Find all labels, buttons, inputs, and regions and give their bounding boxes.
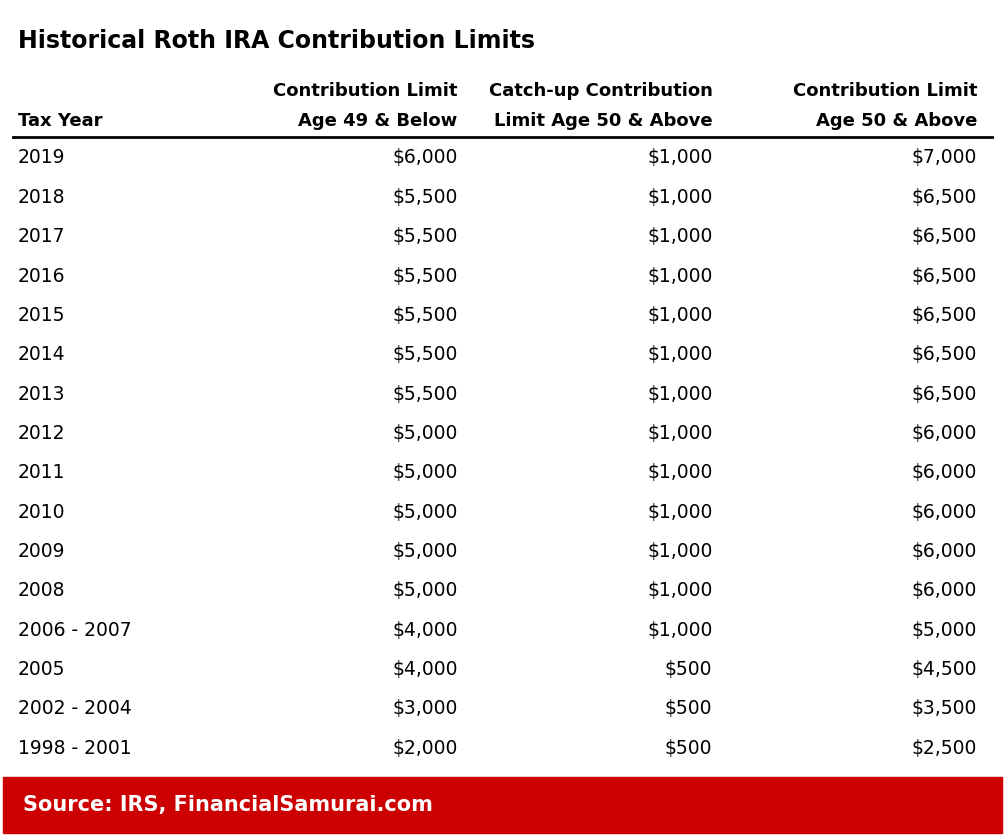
Text: $500: $500: [665, 699, 713, 718]
Text: $6,500: $6,500: [912, 385, 977, 404]
Text: $1,000: $1,000: [647, 306, 713, 325]
Text: $7,000: $7,000: [912, 149, 977, 167]
Text: $6,500: $6,500: [912, 306, 977, 325]
Text: $5,500: $5,500: [392, 188, 457, 206]
Text: $2,500: $2,500: [912, 739, 977, 757]
Text: $6,500: $6,500: [912, 345, 977, 364]
Text: 2010: 2010: [18, 502, 65, 522]
Text: 2005: 2005: [18, 660, 65, 679]
Text: $500: $500: [665, 739, 713, 757]
Text: $5,000: $5,000: [392, 463, 457, 482]
Text: $5,500: $5,500: [392, 267, 457, 286]
Text: $5,000: $5,000: [392, 502, 457, 522]
Text: $5,000: $5,000: [392, 424, 457, 443]
Text: 2002 - 2004: 2002 - 2004: [18, 699, 132, 718]
Text: $5,500: $5,500: [392, 227, 457, 246]
Text: $6,000: $6,000: [912, 424, 977, 443]
Text: $5,500: $5,500: [392, 345, 457, 364]
Text: $1,000: $1,000: [647, 267, 713, 286]
Text: Tax Year: Tax Year: [18, 112, 103, 130]
Text: $5,500: $5,500: [392, 306, 457, 325]
Text: 2008: 2008: [18, 581, 65, 600]
Text: Historical Roth IRA Contribution Limits: Historical Roth IRA Contribution Limits: [18, 29, 535, 54]
Bar: [3, 777, 1002, 833]
Text: 1998 - 2001: 1998 - 2001: [18, 739, 132, 757]
Text: 2011: 2011: [18, 463, 65, 482]
Text: $1,000: $1,000: [647, 620, 713, 640]
Text: $4,500: $4,500: [912, 660, 977, 679]
Text: $5,000: $5,000: [912, 620, 977, 640]
Text: $1,000: $1,000: [647, 424, 713, 443]
Text: $1,000: $1,000: [647, 385, 713, 404]
Text: $6,000: $6,000: [912, 542, 977, 561]
Text: Contribution Limit: Contribution Limit: [793, 82, 977, 99]
Text: Limit Age 50 & Above: Limit Age 50 & Above: [493, 112, 713, 130]
Text: $4,000: $4,000: [392, 660, 457, 679]
Text: $1,000: $1,000: [647, 227, 713, 246]
Text: $1,000: $1,000: [647, 502, 713, 522]
Text: $6,000: $6,000: [912, 463, 977, 482]
Text: 2006 - 2007: 2006 - 2007: [18, 620, 132, 640]
Text: $3,500: $3,500: [912, 699, 977, 718]
Text: $6,000: $6,000: [912, 581, 977, 600]
Text: $6,500: $6,500: [912, 267, 977, 286]
Text: $1,000: $1,000: [647, 463, 713, 482]
Text: $5,000: $5,000: [392, 542, 457, 561]
Text: $5,500: $5,500: [392, 385, 457, 404]
Text: 2015: 2015: [18, 306, 65, 325]
Text: 2017: 2017: [18, 227, 65, 246]
Text: $1,000: $1,000: [647, 149, 713, 167]
Text: $6,000: $6,000: [912, 502, 977, 522]
Text: 2016: 2016: [18, 267, 65, 286]
Text: $500: $500: [665, 660, 713, 679]
Text: 2009: 2009: [18, 542, 65, 561]
Text: 2012: 2012: [18, 424, 65, 443]
Text: $5,000: $5,000: [392, 581, 457, 600]
Text: Age 50 & Above: Age 50 & Above: [816, 112, 977, 130]
Text: $1,000: $1,000: [647, 345, 713, 364]
Text: $2,000: $2,000: [392, 739, 457, 757]
Text: $6,000: $6,000: [392, 149, 457, 167]
Text: Catch-up Contribution: Catch-up Contribution: [488, 82, 713, 99]
Text: 2014: 2014: [18, 345, 65, 364]
Text: $6,500: $6,500: [912, 188, 977, 206]
Text: $1,000: $1,000: [647, 581, 713, 600]
Text: Contribution Limit: Contribution Limit: [273, 82, 457, 99]
Text: 2013: 2013: [18, 385, 65, 404]
Text: $4,000: $4,000: [392, 620, 457, 640]
Text: 2019: 2019: [18, 149, 65, 167]
Text: Age 49 & Below: Age 49 & Below: [298, 112, 457, 130]
Text: $3,000: $3,000: [392, 699, 457, 718]
Text: $6,500: $6,500: [912, 227, 977, 246]
Text: $1,000: $1,000: [647, 188, 713, 206]
Text: 2018: 2018: [18, 188, 65, 206]
Text: Source: IRS, FinancialSamurai.com: Source: IRS, FinancialSamurai.com: [23, 795, 432, 815]
Text: $1,000: $1,000: [647, 542, 713, 561]
